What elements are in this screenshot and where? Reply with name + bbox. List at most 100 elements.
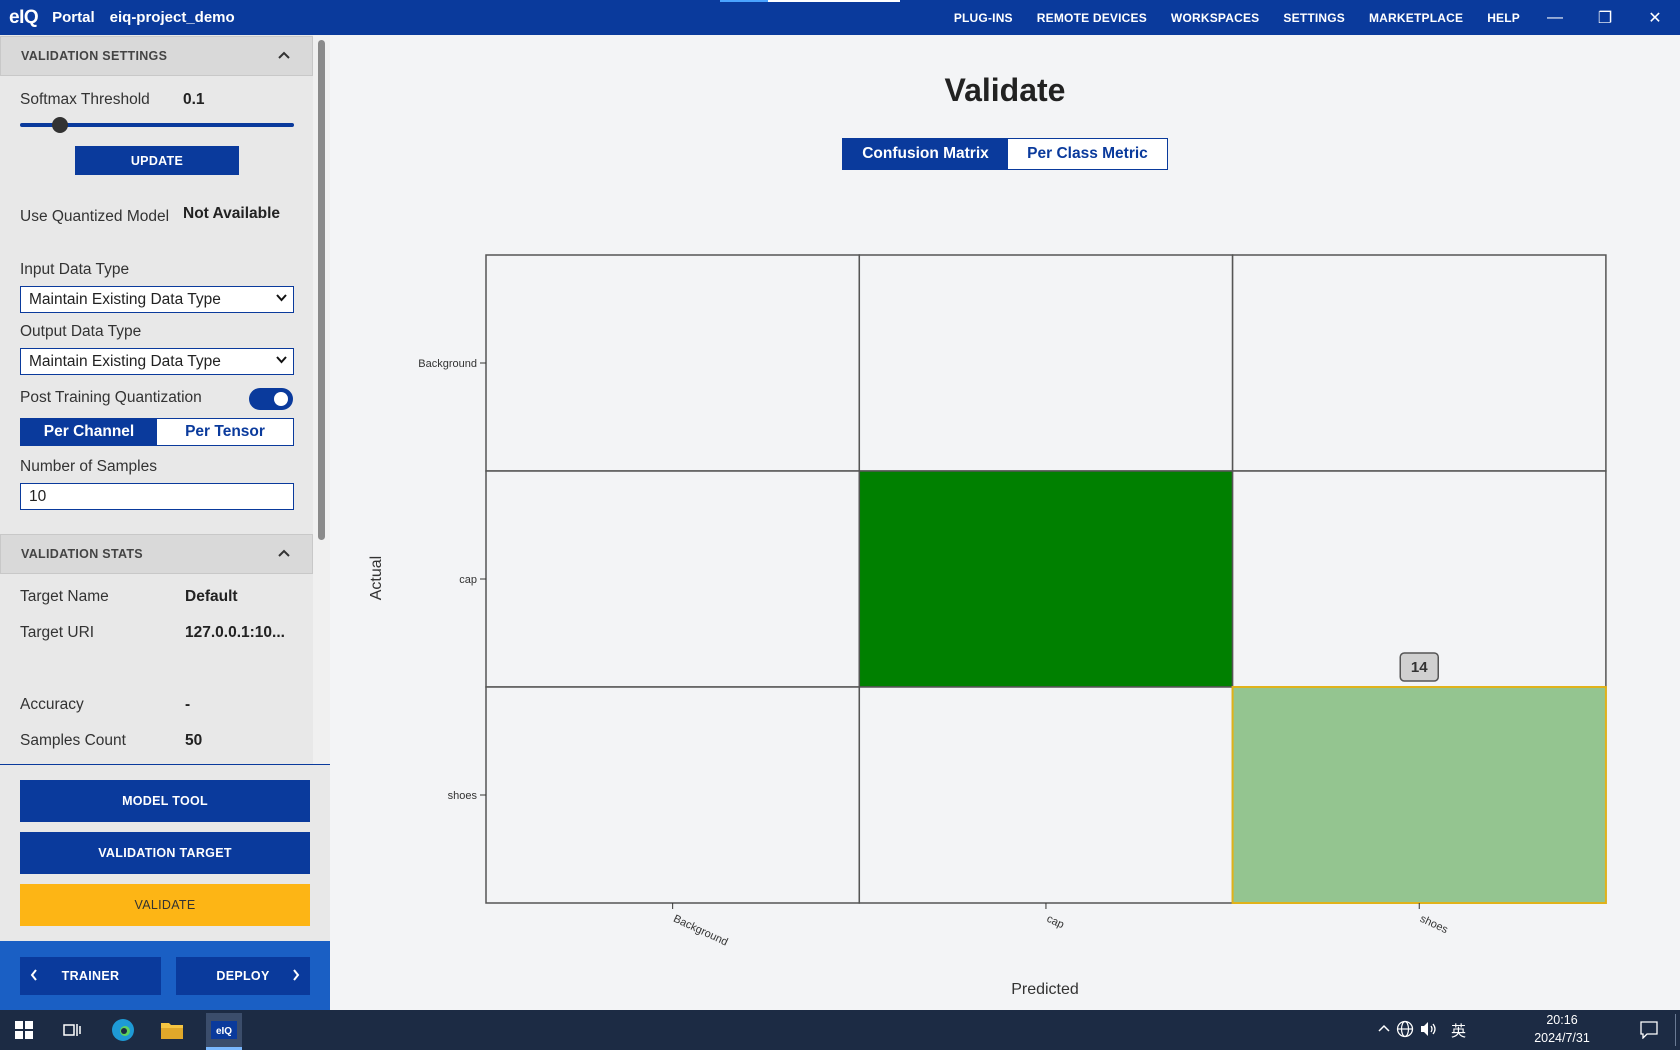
trainer-button-label: TRAINER <box>61 969 120 983</box>
chevron-up-icon[interactable] <box>278 546 290 561</box>
y-tick-label: Background <box>418 358 477 370</box>
window-accent-line-white <box>768 0 900 2</box>
top-navigation: PLUG-INS REMOTE DEVICES WORKSPACES SETTI… <box>954 0 1520 35</box>
cell-tooltip-value: 14 <box>1411 659 1428 676</box>
input-data-type-value: Maintain Existing Data Type <box>29 290 221 308</box>
windows-start-icon[interactable] <box>10 1016 38 1044</box>
model-tool-button[interactable]: MODEL TOOL <box>20 780 310 822</box>
matrix-cell-cap-cap[interactable] <box>858 470 1234 688</box>
softmax-threshold-label: Softmax Threshold <box>20 91 150 108</box>
matrix-cell-background-cap[interactable] <box>858 254 1234 472</box>
nav-plugins[interactable]: PLUG-INS <box>953 10 1013 25</box>
quantization-mode-segmented: Per Channel Per Tensor <box>20 418 294 446</box>
restore-icon[interactable]: ❐ <box>1597 9 1613 27</box>
x-tick-label: Background <box>671 913 729 949</box>
nav-workspaces[interactable]: WORKSPACES <box>1170 10 1260 25</box>
update-button[interactable]: UPDATE <box>75 146 239 175</box>
edge-browser-icon[interactable] <box>109 1016 137 1044</box>
deploy-button[interactable]: DEPLOY <box>176 957 310 995</box>
validate-button[interactable]: VALIDATE <box>20 884 310 926</box>
app-name: Portal <box>52 9 95 26</box>
matrix-cell-shoes-background[interactable] <box>485 686 861 904</box>
trainer-button[interactable]: TRAINER <box>20 957 161 995</box>
use-quantized-model-value: Not Available <box>183 205 281 222</box>
output-data-type-value: Maintain Existing Data Type <box>29 352 221 370</box>
clock-date[interactable]: 2024/7/31 <box>1534 1031 1590 1045</box>
x-tick-label: cap <box>1045 913 1066 931</box>
matrix-cell-cap-background[interactable] <box>485 470 861 688</box>
file-explorer-icon[interactable] <box>158 1016 186 1044</box>
y-tick-label: shoes <box>448 790 478 802</box>
chevron-left-icon <box>30 969 38 984</box>
target-name-label: Target Name <box>20 588 109 605</box>
number-of-samples-label: Number of Samples <box>20 458 157 475</box>
output-data-type-select[interactable]: Maintain Existing Data Type <box>20 348 294 375</box>
sidebar-scrollbar-thumb[interactable] <box>318 40 325 540</box>
number-of-samples-value: 10 <box>29 487 47 505</box>
nav-settings[interactable]: SETTINGS <box>1283 10 1345 25</box>
show-desktop-divider[interactable] <box>1675 1014 1676 1046</box>
windows-taskbar: eIQ 英 20:16 2024/7/31 <box>0 1010 1680 1050</box>
validation-target-button[interactable]: VALIDATION TARGET <box>20 832 310 874</box>
view-tabs: Confusion Matrix Per Class Metric <box>842 138 1168 170</box>
eiq-logo: eIQ <box>9 6 39 28</box>
matrix-cell-cap-shoes[interactable] <box>1231 470 1607 688</box>
softmax-threshold-value: 0.1 <box>183 91 205 108</box>
notifications-icon[interactable] <box>1640 1021 1658 1044</box>
title-bar: eIQ Portal eiq-project_demo PLUG-INS REM… <box>0 0 1680 35</box>
accuracy-value: - <box>185 696 191 713</box>
softmax-slider[interactable] <box>20 117 294 133</box>
task-view-icon[interactable] <box>58 1016 86 1044</box>
validation-stats-title: VALIDATION STATS <box>21 547 143 561</box>
eiq-portal-taskbar-icon[interactable]: eIQ <box>206 1013 242 1047</box>
network-globe-icon[interactable] <box>1396 1020 1414 1043</box>
window-controls: — ❐ ✕ <box>1530 0 1680 35</box>
cell-tooltip <box>1399 652 1439 682</box>
page-title: Validate <box>944 72 1066 108</box>
accuracy-label: Accuracy <box>20 696 84 713</box>
per-channel-option[interactable]: Per Channel <box>21 419 157 445</box>
per-tensor-option[interactable]: Per Tensor <box>185 423 265 440</box>
number-of-samples-input[interactable]: 10 <box>20 483 294 510</box>
post-training-quantization-label: Post Training Quantization <box>20 389 202 406</box>
input-data-type-select[interactable]: Maintain Existing Data Type <box>20 286 294 313</box>
target-uri-label: Target URI <box>20 624 95 641</box>
samples-count-value: 50 <box>185 732 203 749</box>
validation-stats-header[interactable]: VALIDATION STATS <box>0 534 313 574</box>
deploy-button-label: DEPLOY <box>216 969 270 983</box>
tab-confusion-matrix[interactable]: Confusion Matrix <box>843 139 1008 169</box>
target-uri-value: 127.0.0.1:10... <box>185 624 285 641</box>
chevron-right-icon <box>292 969 300 984</box>
show-hidden-icons-icon[interactable] <box>1378 1020 1390 1038</box>
matrix-cell-shoes-cap[interactable] <box>858 686 1234 904</box>
post-training-quantization-toggle[interactable] <box>249 388 293 410</box>
svg-text:eIQ: eIQ <box>216 1026 232 1037</box>
validation-settings-header[interactable]: VALIDATION SETTINGS <box>0 36 313 76</box>
validation-settings-title: VALIDATION SETTINGS <box>21 49 168 63</box>
chevron-up-icon[interactable] <box>278 48 290 63</box>
sidebar-divider <box>0 764 330 765</box>
clock-time[interactable]: 20:16 <box>1546 1013 1578 1027</box>
nav-marketplace[interactable]: MARKETPLACE <box>1368 10 1464 25</box>
nav-help[interactable]: HELP <box>1487 10 1520 25</box>
x-axis-label: Predicted <box>1011 981 1079 998</box>
chevron-down-icon <box>276 353 287 367</box>
softmax-slider-thumb[interactable] <box>52 117 69 133</box>
target-name-value: Default <box>185 588 238 605</box>
matrix-cell-background-shoes[interactable] <box>1231 254 1607 472</box>
x-tick-label: shoes <box>1418 913 1450 936</box>
tab-per-class-metric[interactable]: Per Class Metric <box>1027 145 1148 162</box>
matrix-cell-shoes-shoes[interactable] <box>1231 686 1607 904</box>
nav-remote-devices[interactable]: REMOTE DEVICES <box>1036 10 1147 25</box>
output-data-type-label: Output Data Type <box>20 323 142 340</box>
close-icon[interactable]: ✕ <box>1648 9 1662 27</box>
minimize-icon[interactable]: — <box>1547 8 1563 26</box>
matrix-cell-background-background[interactable] <box>485 254 861 472</box>
ime-indicator[interactable]: 英 <box>1450 1022 1466 1040</box>
use-quantized-model-label: Use Quantized Model <box>20 208 170 225</box>
active-app-underline <box>206 1047 242 1050</box>
y-axis-label: Actual <box>368 556 385 600</box>
volume-icon[interactable] <box>1420 1021 1438 1042</box>
chevron-down-icon <box>276 291 287 305</box>
y-tick-label: cap <box>459 574 477 586</box>
